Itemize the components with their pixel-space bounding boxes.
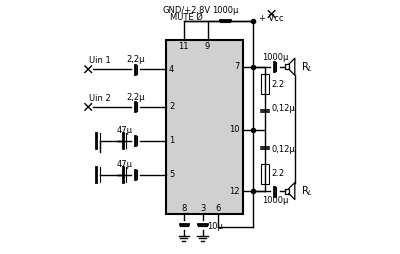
- Text: 2.2: 2.2: [272, 80, 285, 89]
- Text: 1000μ: 1000μ: [262, 53, 288, 62]
- Text: 2,2μ: 2,2μ: [127, 93, 145, 102]
- Text: 5: 5: [169, 170, 174, 179]
- Text: 0,12μ: 0,12μ: [272, 104, 295, 113]
- Text: 1000μ: 1000μ: [262, 196, 288, 205]
- Text: 11: 11: [178, 42, 189, 51]
- Text: 10: 10: [229, 125, 240, 134]
- Text: 3: 3: [200, 204, 205, 213]
- Text: Uin 1: Uin 1: [90, 56, 111, 65]
- Bar: [261, 164, 269, 184]
- Text: 1: 1: [169, 136, 174, 145]
- Text: 2,2μ: 2,2μ: [127, 55, 145, 64]
- Text: + Vcc: + Vcc: [259, 14, 284, 23]
- Bar: [261, 74, 269, 94]
- Text: R$_L$: R$_L$: [301, 60, 313, 74]
- Text: 6: 6: [215, 204, 220, 213]
- Text: 9: 9: [205, 42, 210, 51]
- Bar: [166, 40, 243, 214]
- Bar: [286, 188, 289, 194]
- Text: 10μ: 10μ: [207, 222, 223, 231]
- Text: R$_L$: R$_L$: [301, 184, 313, 198]
- Text: Uin 2: Uin 2: [90, 94, 111, 103]
- Text: 2: 2: [169, 102, 174, 112]
- Bar: [286, 64, 289, 69]
- Text: MUTE Ø: MUTE Ø: [170, 13, 203, 22]
- Text: 47μ: 47μ: [117, 160, 133, 169]
- Text: 7: 7: [234, 62, 240, 71]
- Text: GND/+2,8V: GND/+2,8V: [163, 6, 211, 15]
- Text: 12: 12: [229, 186, 240, 196]
- Text: 0,12μ: 0,12μ: [272, 146, 295, 154]
- Text: 8: 8: [181, 204, 186, 213]
- Text: 2.2: 2.2: [272, 169, 285, 178]
- Text: 4: 4: [169, 65, 174, 74]
- Text: 1000μ: 1000μ: [212, 6, 238, 15]
- Text: 47μ: 47μ: [117, 126, 133, 135]
